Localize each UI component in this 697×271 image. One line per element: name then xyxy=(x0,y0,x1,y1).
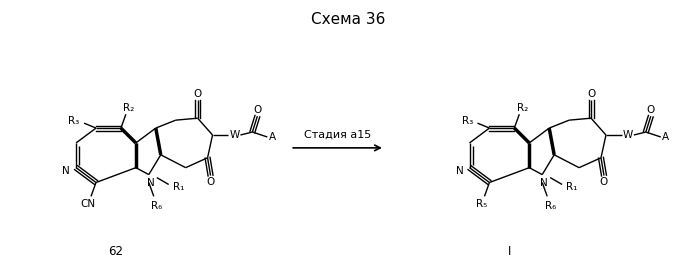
Text: W: W xyxy=(622,130,633,140)
Text: Стадия а15: Стадия а15 xyxy=(305,130,372,140)
Text: R₅: R₅ xyxy=(476,199,487,209)
Text: R₂: R₂ xyxy=(123,103,135,113)
Text: R₆: R₆ xyxy=(151,201,162,211)
Text: CN: CN xyxy=(80,199,95,209)
Text: W: W xyxy=(229,130,240,140)
Text: O: O xyxy=(253,105,261,115)
Text: A: A xyxy=(662,132,669,142)
Text: N: N xyxy=(147,178,155,188)
Text: N: N xyxy=(540,178,548,188)
Text: R₃: R₃ xyxy=(462,116,473,126)
Text: I: I xyxy=(507,245,511,258)
Text: 62: 62 xyxy=(109,245,123,258)
Text: A: A xyxy=(269,132,276,142)
Text: O: O xyxy=(600,176,608,186)
Text: O: O xyxy=(206,176,215,186)
Text: R₁: R₁ xyxy=(173,182,185,192)
Text: R₆: R₆ xyxy=(544,201,556,211)
Text: R₁: R₁ xyxy=(567,182,578,192)
Text: R₃: R₃ xyxy=(68,116,79,126)
Text: R₂: R₂ xyxy=(516,103,528,113)
Text: N: N xyxy=(62,166,70,176)
Text: O: O xyxy=(587,89,595,99)
Text: O: O xyxy=(194,89,201,99)
Text: Схема 36: Схема 36 xyxy=(311,12,385,27)
Text: N: N xyxy=(456,166,464,176)
Text: O: O xyxy=(647,105,655,115)
